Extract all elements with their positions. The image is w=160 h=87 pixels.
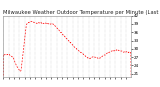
Text: Milwaukee Weather Outdoor Temperature per Minute (Last 24 Hours): Milwaukee Weather Outdoor Temperature pe… [3,10,160,15]
